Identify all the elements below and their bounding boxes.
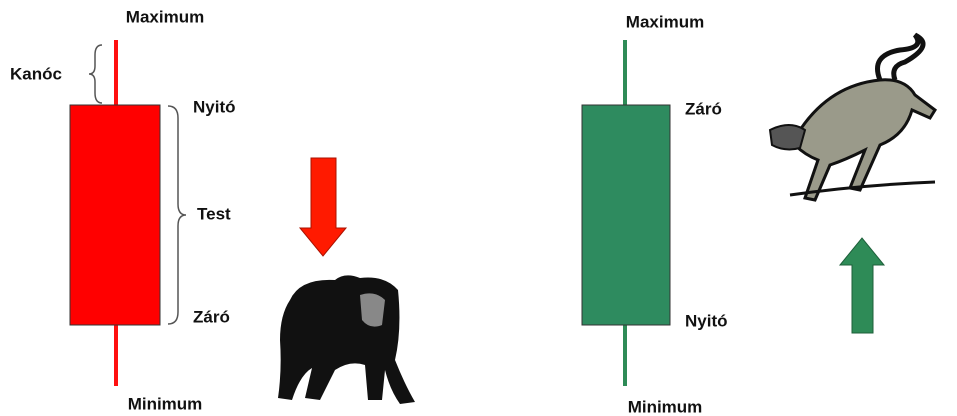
bull-shadow xyxy=(789,180,936,197)
bull-tail xyxy=(875,32,926,81)
label: Nyitó xyxy=(685,311,728,330)
bull-icon xyxy=(793,78,938,202)
label: Minimum xyxy=(628,397,703,416)
bear-body xyxy=(69,104,161,326)
bear-icon xyxy=(278,275,415,404)
bull-body xyxy=(581,104,671,326)
down-arrow xyxy=(298,157,348,257)
label: Maximum xyxy=(126,7,204,26)
label: Nyitó xyxy=(193,97,236,116)
up-arrow xyxy=(838,237,886,334)
label: Záró xyxy=(685,99,722,118)
body-brace xyxy=(167,105,187,325)
label: Test xyxy=(197,204,231,223)
bear-face xyxy=(360,293,385,327)
bull-head xyxy=(768,124,807,151)
label: Maximum xyxy=(626,12,704,31)
wick-brace xyxy=(88,44,103,104)
label: Záró xyxy=(193,307,230,326)
label: Kanóc xyxy=(10,64,62,83)
label: Minimum xyxy=(128,394,203,413)
